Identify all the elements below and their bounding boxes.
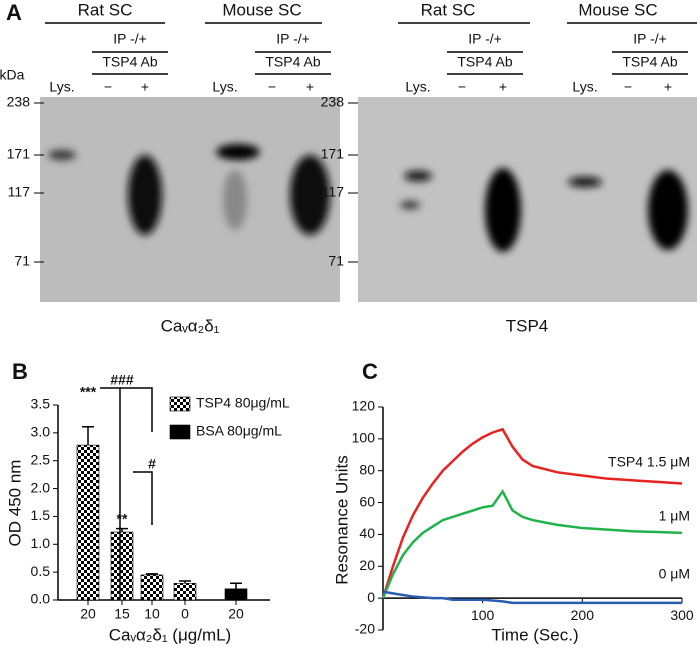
error-bar: [82, 425, 94, 446]
marker-label: 171: [7, 146, 31, 162]
panel-label: B: [12, 359, 28, 384]
legend-label: BSA 80μg/mL: [196, 423, 282, 439]
bracket: [133, 471, 153, 525]
x-tick-label: 20: [228, 606, 244, 622]
x-axis-label: Caᵥα₂δ₁ (μg/mL): [109, 625, 231, 644]
y-tick-label: 3.5: [31, 396, 51, 412]
significance: ###: [110, 372, 134, 388]
series-line: [381, 427, 683, 599]
x-axis-label: Time (Sec.): [491, 625, 578, 644]
bar: [224, 588, 248, 601]
marker-label: 71: [328, 253, 344, 269]
y-tick-label: 120: [352, 398, 376, 414]
marker-label: 71: [14, 253, 30, 269]
lane-label: +: [499, 79, 507, 95]
ab-label: TSP4 Ab: [622, 54, 677, 70]
series-label: TSP4 1.5 μM: [608, 454, 690, 470]
ab-label: TSP4 Ab: [102, 54, 157, 70]
y-axis-label: OD 450 nm: [5, 460, 24, 547]
x-tick-label: 20: [80, 606, 96, 622]
blot-left: [40, 97, 340, 302]
y-tick-label: 0.5: [31, 563, 51, 579]
error-bar: [179, 580, 191, 584]
y-tick-label: 80: [359, 461, 375, 477]
y-tick-label: -20: [355, 621, 375, 637]
y-tick-label: 20: [359, 557, 375, 573]
ip-label: IP -/+: [113, 31, 147, 47]
lane-label: −: [458, 79, 466, 95]
y-tick-label: 100: [352, 430, 376, 446]
marker-label: 117: [8, 184, 31, 200]
x-tick-label: 300: [670, 607, 694, 623]
y-tick-label: 2.0: [31, 479, 51, 495]
bracket: [120, 387, 153, 432]
error-bar: [230, 582, 242, 589]
ip-label: IP -/+: [633, 31, 667, 47]
bar: [76, 444, 100, 601]
marker-label: 238: [7, 94, 31, 110]
significance: **: [117, 511, 128, 527]
ip-label: IP -/+: [276, 31, 310, 47]
lane-label: Lys.: [49, 79, 74, 95]
y-tick-label: 2.5: [31, 451, 51, 467]
group-name: Mouse SC: [578, 0, 657, 19]
lane-label: −: [268, 79, 276, 95]
series-line: [382, 590, 682, 605]
y-tick-label: 0: [367, 589, 375, 605]
blot-right: [358, 97, 697, 302]
legend-label: TSP4 80μg/mL: [196, 395, 290, 411]
panel-label: A: [6, 0, 22, 25]
group-name: Rat SC: [78, 0, 133, 19]
lane-label: Lys.: [405, 79, 430, 95]
y-tick-label: 0.0: [31, 591, 51, 607]
significance: ***: [80, 384, 97, 400]
ab-label: TSP4 Ab: [457, 54, 512, 70]
blot-caption: TSP4: [506, 316, 549, 335]
lane-label: Lys.: [212, 79, 237, 95]
lane-label: −: [104, 79, 112, 95]
legend-swatch: [169, 396, 191, 412]
x-tick-label: 10: [144, 606, 160, 622]
blot-bands: [48, 144, 688, 252]
marker-label: 117: [322, 184, 345, 200]
bar: [110, 531, 134, 601]
legend-swatch: [169, 424, 191, 440]
y-tick-label: 60: [359, 493, 375, 509]
lane-label: +: [664, 79, 672, 95]
bar: [140, 574, 164, 601]
marker-label: 171: [321, 146, 345, 162]
y-tick-label: 40: [359, 525, 375, 541]
x-tick-label: 100: [471, 607, 495, 623]
series-label: 0 μM: [659, 566, 690, 582]
group-name: Mouse SC: [222, 0, 301, 19]
y-tick-label: 3.0: [31, 424, 51, 440]
series-line: [381, 489, 683, 599]
significance: #: [148, 456, 156, 472]
y-axis-label: Resonance Units: [332, 455, 351, 584]
group-name: Rat SC: [421, 0, 476, 19]
marker-label: 238: [321, 94, 345, 110]
x-tick-label: 15: [114, 606, 130, 622]
series-label: 1 μM: [659, 508, 690, 524]
bar: [173, 582, 197, 601]
error-bar: [116, 527, 128, 533]
y-tick-label: 1.5: [31, 507, 51, 523]
ip-label: IP -/+: [468, 31, 502, 47]
lane-label: +: [306, 79, 314, 95]
lane-label: −: [624, 79, 632, 95]
panel-label: C: [362, 359, 378, 384]
lane-label: Lys.: [572, 79, 597, 95]
x-tick-label: 0: [181, 606, 189, 622]
blot-caption: Caᵥα₂δ₁: [161, 316, 220, 335]
lane-label: +: [141, 79, 149, 95]
y-tick-label: 1.0: [31, 535, 51, 551]
x-tick-label: 200: [571, 607, 595, 623]
unit-label: kDa: [0, 67, 25, 83]
ab-label: TSP4 Ab: [265, 54, 320, 70]
error-bar: [146, 573, 158, 575]
